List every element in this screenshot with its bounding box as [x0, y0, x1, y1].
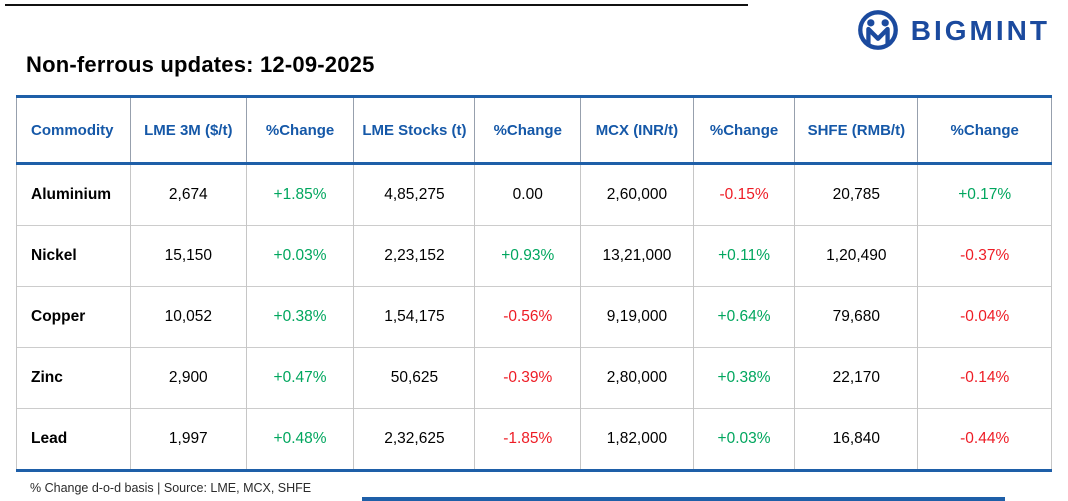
- cell-lead-change-6: +0.03%: [692, 408, 796, 472]
- cell-nickel-change-4: +0.93%: [474, 225, 582, 287]
- cell-lead-change-8: -0.44%: [917, 408, 1052, 472]
- cell-copper-mcx-inr-t-5: 9,19,000: [580, 286, 694, 348]
- column-header-2-change: %Change: [245, 95, 355, 165]
- cell-nickel-change-8: -0.37%: [917, 225, 1052, 287]
- commodity-name: Nickel: [16, 225, 131, 287]
- cell-aluminium-change-8: +0.17%: [917, 163, 1052, 226]
- column-header-0-commodity: Commodity: [16, 95, 131, 165]
- cell-zinc-lme-3m-t-1: 2,900: [129, 347, 247, 409]
- commodity-table: Commodity LME 3M ($/t) %Change LME Stocks (…: [16, 95, 1052, 472]
- cell-nickel-change-2: +0.03%: [245, 225, 355, 287]
- cell-aluminium-change-4: 0.00: [474, 163, 582, 226]
- cell-zinc-shfe-rmb-t-7: 22,170: [794, 347, 919, 409]
- cell-copper-change-6: +0.64%: [692, 286, 796, 348]
- table-header-row: Commodity LME 3M ($/t) %Change LME Stocks (…: [16, 95, 1052, 165]
- commodity-name: Aluminium: [16, 163, 131, 226]
- cell-zinc-change-2: +0.47%: [245, 347, 355, 409]
- cell-copper-change-2: +0.38%: [245, 286, 355, 348]
- table-row-nickel: Nickel 15,150 +0.03% 2,23,152 +0.93% 13,21,00…: [16, 225, 1052, 287]
- bigmint-logo-icon: [857, 10, 898, 50]
- cell-copper-lme-3m-t-1: 10,052: [129, 286, 247, 348]
- top-divider-line: [5, 4, 748, 6]
- cell-copper-change-4: -0.56%: [474, 286, 582, 348]
- cell-lead-change-2: +0.48%: [245, 408, 355, 472]
- cell-aluminium-change-2: +1.85%: [245, 163, 355, 226]
- table-row-aluminium: Aluminium 2,674 +1.85% 4,85,275 0.00 2,60,000…: [16, 163, 1052, 226]
- column-header-5-mcx-inr-t: MCX (INR/t): [580, 95, 694, 165]
- brand-logo: BIGMINT: [855, 8, 1050, 54]
- cell-nickel-lme-3m-t-1: 15,150: [129, 225, 247, 287]
- column-header-4-change: %Change: [474, 95, 582, 165]
- table-row-copper: Copper 10,052 +0.38% 1,54,175 -0.56% 9,19,000…: [16, 286, 1052, 348]
- cell-aluminium-lme-3m-t-1: 2,674: [129, 163, 247, 226]
- cell-nickel-shfe-rmb-t-7: 1,20,490: [794, 225, 919, 287]
- cell-aluminium-shfe-rmb-t-7: 20,785: [794, 163, 919, 226]
- cell-copper-shfe-rmb-t-7: 79,680: [794, 286, 919, 348]
- table-row-lead: Lead 1,997 +0.48% 2,32,625 -1.85% 1,82,000 +0.…: [16, 408, 1052, 472]
- cell-nickel-change-6: +0.11%: [692, 225, 796, 287]
- cell-nickel-mcx-inr-t-5: 13,21,000: [580, 225, 694, 287]
- cell-copper-lme-stocks-t-3: 1,54,175: [353, 286, 476, 348]
- column-header-8-change: %Change: [917, 95, 1052, 165]
- brand-name: BIGMINT: [910, 15, 1050, 46]
- cell-zinc-change-4: -0.39%: [474, 347, 582, 409]
- cell-nickel-lme-stocks-t-3: 2,23,152: [353, 225, 476, 287]
- cell-zinc-change-6: +0.38%: [692, 347, 796, 409]
- cell-zinc-change-8: -0.14%: [917, 347, 1052, 409]
- table-body: Aluminium 2,674 +1.85% 4,85,275 0.00 2,60,000…: [16, 163, 1052, 472]
- cell-lead-lme-3m-t-1: 1,997: [129, 408, 247, 472]
- commodity-name: Lead: [16, 408, 131, 472]
- cell-lead-change-4: -1.85%: [474, 408, 582, 472]
- column-header-7-shfe-rmb-t: SHFE (RMB/t): [794, 95, 919, 165]
- cell-aluminium-lme-stocks-t-3: 4,85,275: [353, 163, 476, 226]
- column-header-1-lme-3m-t: LME 3M ($/t): [129, 95, 247, 165]
- cell-lead-mcx-inr-t-5: 1,82,000: [580, 408, 694, 472]
- cell-zinc-lme-stocks-t-3: 50,625: [353, 347, 476, 409]
- cell-copper-change-8: -0.04%: [917, 286, 1052, 348]
- commodity-name: Copper: [16, 286, 131, 348]
- cell-aluminium-mcx-inr-t-5: 2,60,000: [580, 163, 694, 226]
- table-row-zinc: Zinc 2,900 +0.47% 50,625 -0.39% 2,80,000 +0.38…: [16, 347, 1052, 409]
- page-title: Non-ferrous updates: 12-09-2025: [26, 52, 375, 77]
- column-header-6-change: %Change: [692, 95, 796, 165]
- bottom-accent-bar: [362, 497, 1005, 501]
- cell-zinc-mcx-inr-t-5: 2,80,000: [580, 347, 694, 409]
- cell-lead-lme-stocks-t-3: 2,32,625: [353, 408, 476, 472]
- cell-aluminium-change-6: -0.15%: [692, 163, 796, 226]
- footnote: % Change d-o-d basis | Source: LME, MCX,…: [30, 481, 312, 495]
- column-header-3-lme-stocks-t: LME Stocks (t): [353, 95, 476, 165]
- commodity-name: Zinc: [16, 347, 131, 409]
- cell-lead-shfe-rmb-t-7: 16,840: [794, 408, 919, 472]
